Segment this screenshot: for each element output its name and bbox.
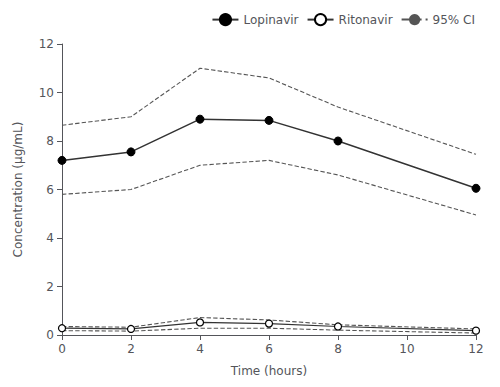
svg-text:10: 10 (39, 86, 54, 100)
svg-text:Concentration (μg/mL): Concentration (μg/mL) (11, 122, 25, 258)
svg-text:0: 0 (46, 328, 54, 342)
svg-text:Ritonavir: Ritonavir (339, 13, 393, 27)
svg-text:2: 2 (46, 280, 54, 294)
svg-text:12: 12 (468, 342, 483, 356)
svg-text:10: 10 (399, 342, 414, 356)
svg-text:95% CI: 95% CI (433, 13, 475, 27)
svg-text:6: 6 (46, 183, 54, 197)
svg-text:Time (hours): Time (hours) (230, 364, 307, 378)
svg-text:4: 4 (46, 231, 54, 245)
svg-text:6: 6 (265, 342, 273, 356)
svg-text:2: 2 (127, 342, 135, 356)
svg-text:0: 0 (58, 342, 66, 356)
svg-text:12: 12 (39, 37, 54, 51)
svg-text:4: 4 (196, 342, 204, 356)
svg-text:Lopinavir: Lopinavir (243, 13, 298, 27)
svg-text:8: 8 (334, 342, 342, 356)
svg-text:8: 8 (46, 134, 54, 148)
